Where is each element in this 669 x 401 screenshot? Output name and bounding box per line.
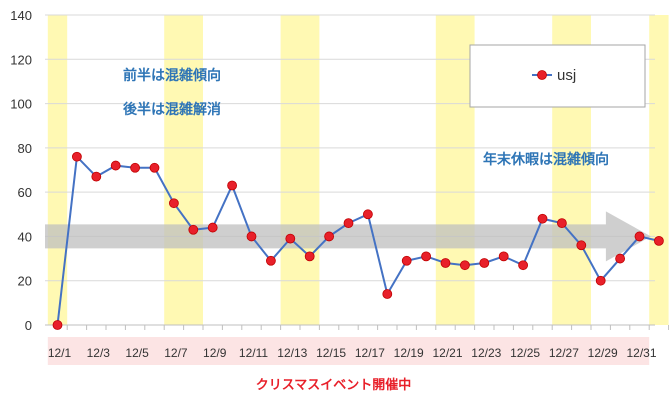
- data-point: [91, 171, 102, 182]
- data-point: [285, 233, 296, 244]
- x-tick-label: 12/19: [394, 346, 424, 360]
- x-tick-label: 12/27: [549, 346, 579, 360]
- x-tick-label: 12/3: [87, 346, 111, 360]
- x-tick-label: 12/31: [626, 346, 656, 360]
- highlight-band: [280, 15, 320, 325]
- highlight-band: [164, 15, 203, 325]
- data-point: [654, 235, 664, 246]
- data-point: [362, 209, 373, 220]
- y-tick-label: 140: [10, 8, 32, 23]
- data-point: [227, 180, 238, 191]
- trend-arrow-layer: [45, 211, 651, 262]
- data-point: [110, 160, 121, 171]
- axes-layer: [45, 324, 669, 330]
- data-point: [168, 198, 179, 209]
- x-tick-label: 12/21: [432, 346, 462, 360]
- annotation-text: 年末休暇は混雑傾向: [483, 151, 609, 168]
- data-point: [557, 218, 567, 229]
- data-point: [595, 275, 606, 286]
- footer-band: [47, 337, 650, 365]
- data-point: [576, 240, 587, 251]
- data-point: [52, 320, 63, 330]
- legend-label: usj: [557, 67, 576, 84]
- y-tick-layer: 0 20 40 60 80 100 120 140: [10, 8, 32, 333]
- x-tick-label: 12/29: [588, 346, 618, 360]
- data-point: [304, 251, 315, 262]
- data-point: [634, 231, 645, 242]
- data-point: [130, 162, 141, 173]
- data-point: [72, 151, 82, 162]
- data-point: [440, 258, 451, 268]
- y-tick-label: 120: [10, 52, 32, 67]
- x-tick-label: 12/25: [510, 346, 540, 360]
- footer-label: クリスマスイベント開催中: [256, 377, 412, 393]
- data-point: [537, 213, 548, 224]
- data-point: [421, 251, 432, 262]
- x-tick-label: 12/9: [203, 346, 227, 360]
- annotation-text: 後半は混雑解消: [123, 101, 221, 118]
- x-tick-label: 12/11: [239, 346, 268, 360]
- data-point: [498, 251, 509, 262]
- legend-box: [469, 44, 646, 108]
- y-tick-label: 100: [10, 97, 32, 112]
- y-tick-label: 0: [25, 318, 32, 333]
- data-point: [615, 253, 625, 264]
- legend-marker: [537, 70, 547, 80]
- annotation-text: 前半は混雑傾向: [123, 67, 221, 84]
- data-point: [265, 255, 276, 266]
- x-tick-layer: 12/1 12/3 12/5 12/7 12/9 12/11 12/13 12/15 12/17…: [48, 346, 657, 360]
- series-layer: [52, 151, 664, 330]
- data-point: [459, 260, 470, 271]
- highlight-band: [649, 15, 669, 325]
- data-point: [188, 224, 199, 235]
- data-point: [246, 231, 257, 242]
- x-tick-label: 12/7: [164, 346, 188, 360]
- legend: usj: [469, 44, 646, 108]
- y-tick-label: 20: [18, 274, 32, 289]
- x-tick-label: 12/13: [277, 346, 307, 360]
- y-tick-label: 40: [18, 229, 32, 244]
- footer-band-layer: [47, 337, 650, 365]
- data-point: [401, 255, 412, 266]
- y-tick-label: 80: [18, 141, 32, 156]
- data-point: [518, 260, 528, 271]
- y-tick-label: 60: [18, 185, 32, 200]
- data-point: [479, 258, 490, 268]
- data-point: [149, 162, 160, 173]
- x-tick-label: 12/23: [471, 346, 501, 360]
- highlight-band: [47, 15, 68, 325]
- data-point: [343, 218, 354, 229]
- x-tick-label: 12/1: [48, 346, 72, 360]
- data-point: [207, 222, 218, 233]
- data-point: [382, 289, 393, 299]
- x-tick-label: 12/15: [316, 346, 346, 360]
- trend-arrow: [45, 211, 651, 262]
- x-tick-label: 12/5: [125, 346, 149, 360]
- highlight-band: [435, 15, 475, 325]
- data-point: [324, 231, 335, 242]
- x-tick-label: 12/17: [355, 346, 385, 360]
